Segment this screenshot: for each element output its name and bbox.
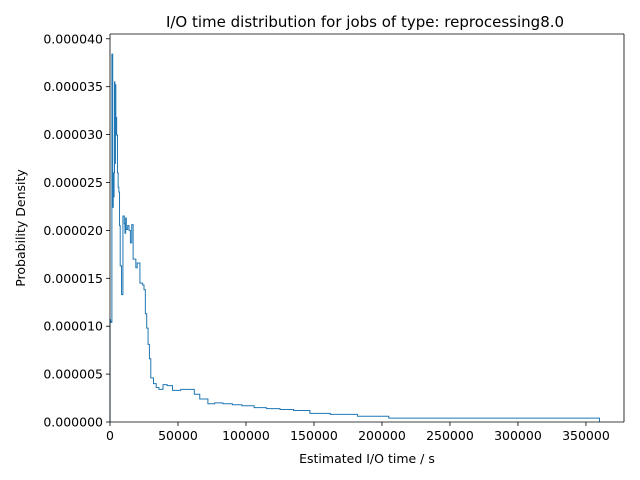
plot-area — [110, 34, 624, 422]
x-tick-label: 350000 — [562, 428, 610, 443]
y-tick-label: 0.000005 — [43, 367, 103, 382]
x-tick-label: 200000 — [358, 428, 406, 443]
x-tick-label: 50000 — [158, 428, 198, 443]
axes-layer — [109, 33, 625, 423]
x-tick-label: 100000 — [222, 428, 270, 443]
y-tick-label: 0.000020 — [43, 223, 103, 238]
y-ticks: 0.000000 0.000005 0.000010 0.000015 0.000020… — [43, 31, 110, 430]
x-tick-label: 150000 — [290, 428, 338, 443]
x-tick-label: 0 — [106, 428, 114, 443]
y-tick-label: 0.000000 — [43, 415, 103, 430]
chart-title: I/O time distribution for jobs of type: … — [166, 13, 564, 31]
y-axis-label: Probability Density — [13, 169, 28, 287]
y-tick-label: 0.000015 — [43, 271, 103, 286]
series-layer — [109, 53, 601, 422]
histogram-step-line — [109, 53, 601, 422]
y-tick-label: 0.000040 — [43, 31, 103, 46]
y-tick-label: 0.000010 — [43, 319, 103, 334]
x-tick-label: 250000 — [426, 428, 474, 443]
x-ticks: 0 50000 100000 150000 200000 250000 300000 3500… — [106, 422, 610, 443]
y-tick-label: 0.000025 — [43, 175, 103, 190]
x-tick-label: 300000 — [494, 428, 542, 443]
y-tick-label: 0.000030 — [43, 127, 103, 142]
y-tick-label: 0.000035 — [43, 79, 103, 94]
x-axis-label: Estimated I/O time / s — [299, 451, 435, 466]
